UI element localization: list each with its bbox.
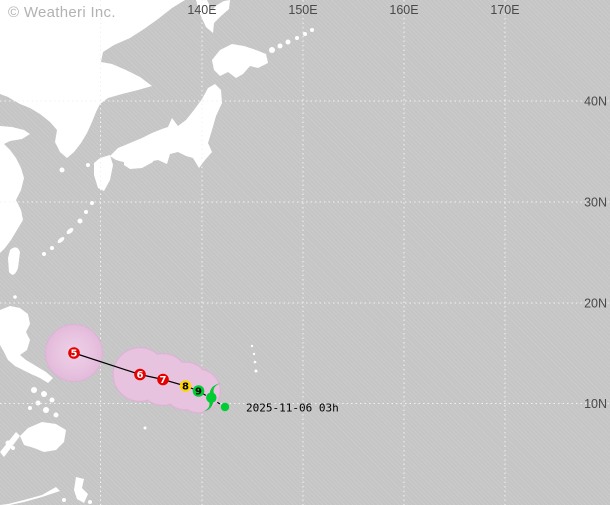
land-kyushu xyxy=(94,155,113,191)
forecast-point-7 xyxy=(157,373,169,386)
land-mindanao xyxy=(20,422,66,452)
land-china-coast xyxy=(0,126,30,253)
land-luzon xyxy=(0,306,53,383)
forecast-point-6 xyxy=(134,368,146,381)
grid-label-10N: 10N xyxy=(584,397,607,411)
forecast-point-9 xyxy=(192,385,205,397)
land-jeju-island xyxy=(59,167,65,173)
land-ryukyu-islands xyxy=(42,201,94,256)
forecast-point-5 xyxy=(68,347,80,359)
land-mariana-islands xyxy=(143,344,258,430)
forecast-points: 5 6 7 8 9 xyxy=(68,347,205,398)
grid-label-150E: 150E xyxy=(288,3,317,17)
land-palawan xyxy=(0,432,20,457)
grid-label-40N: 40N xyxy=(584,95,607,109)
current-position-dot xyxy=(220,402,230,412)
landmasses xyxy=(0,0,314,505)
uncertainty-areas xyxy=(45,324,221,414)
grid-labels: 140E 150E 160E 170E 40N 30N 20N 10N xyxy=(187,3,607,411)
land-taiwan xyxy=(8,247,20,275)
land-sakhalin xyxy=(196,0,230,33)
land-visayas-islands xyxy=(28,387,59,418)
land-batanes-island xyxy=(13,295,17,299)
grid-label-160E: 160E xyxy=(389,3,418,17)
land-halmahera xyxy=(74,477,88,503)
current-storm: 2025-11-06 03h xyxy=(203,383,339,415)
land-honshu xyxy=(110,84,222,168)
land-hokkaido xyxy=(212,44,268,78)
forecast-point-label-6: 6 xyxy=(137,370,144,381)
copyright-text: © Weatheri Inc. xyxy=(8,4,116,21)
land-small-island-2 xyxy=(62,498,66,502)
land-shikoku xyxy=(124,153,153,169)
land-mainland-asia xyxy=(0,0,185,158)
current-date-label: 2025-11-06 03h xyxy=(246,402,339,415)
forecast-point-label-5: 5 xyxy=(71,349,78,360)
grid-label-30N: 30N xyxy=(584,196,607,210)
grid-label-170E: 170E xyxy=(490,3,519,17)
land-kuril-islands xyxy=(269,28,314,53)
land-tsushima-island xyxy=(86,163,90,167)
typhoon-symbol-icon xyxy=(203,383,220,412)
forecast-point-label-9: 9 xyxy=(195,387,202,398)
forecast-point-label-8: 8 xyxy=(182,382,189,393)
land-small-island-1 xyxy=(88,500,92,504)
land-borneo-strip xyxy=(0,487,60,505)
forecast-point-label-7: 7 xyxy=(160,375,167,386)
grid-label-140E: 140E xyxy=(187,3,216,17)
grid-label-20N: 20N xyxy=(584,297,607,311)
forecast-point-8 xyxy=(179,380,192,392)
land-sulu-island-2 xyxy=(11,446,15,450)
